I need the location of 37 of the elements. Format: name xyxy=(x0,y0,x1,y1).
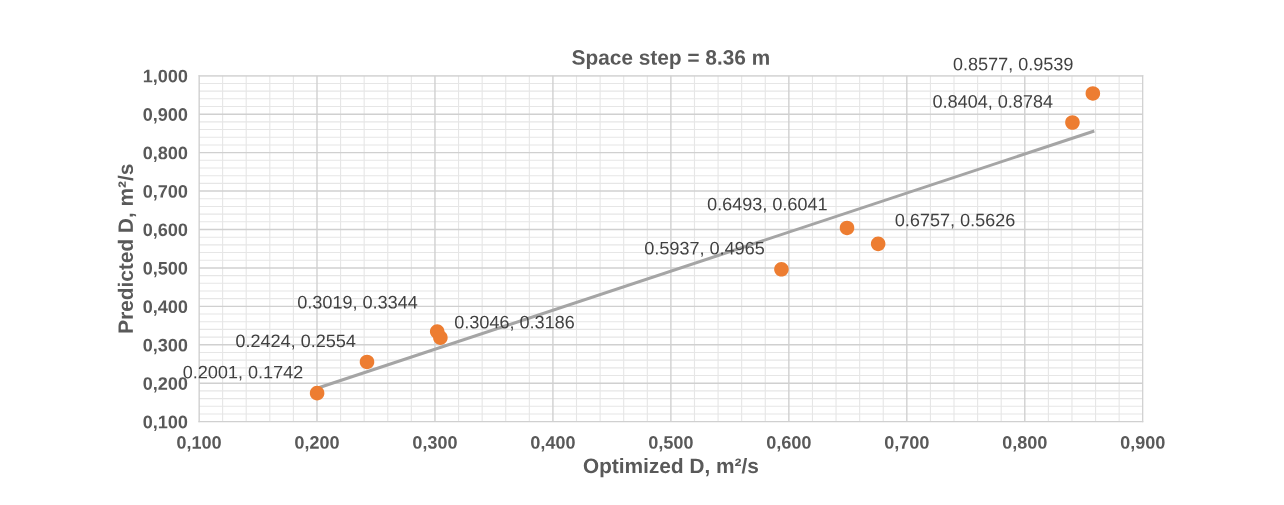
x-tick-label: 0,500 xyxy=(649,436,693,452)
point xyxy=(839,220,855,236)
data-label: 0.5937, 0.4965 xyxy=(644,241,765,257)
data-label: 0.8577, 0.9539 xyxy=(953,57,1073,73)
x-tick-label: 0,700 xyxy=(884,436,929,452)
y-tick-label: 0,900 xyxy=(143,108,188,124)
y-tick-label: 1,000 xyxy=(143,69,188,86)
point xyxy=(870,236,886,252)
point xyxy=(1085,86,1101,101)
point xyxy=(774,261,789,277)
y-tick-label: 0,600 xyxy=(143,223,188,239)
point xyxy=(309,385,325,401)
point xyxy=(359,354,375,370)
x-tick-label: 0,300 xyxy=(413,436,457,452)
data-label: 0.6757, 0.5626 xyxy=(895,213,1015,229)
y-tick-label: 0,700 xyxy=(143,184,188,201)
point xyxy=(433,330,448,345)
x-axis-title: Optimized D, m²/s xyxy=(583,457,759,478)
y-tick-label: 0,800 xyxy=(143,146,188,162)
data-label: 0.3019, 0.3344 xyxy=(297,295,418,311)
x-tick-label: 0,800 xyxy=(1002,436,1047,452)
data-label: 0.6493, 0.6041 xyxy=(707,197,827,213)
y-tick-label: 0,300 xyxy=(143,338,188,355)
x-tick-label: 0,600 xyxy=(766,436,811,452)
data-label: 0.2424, 0.2554 xyxy=(236,334,356,350)
y-tick-label: 0,100 xyxy=(143,415,188,432)
y-tick-label: 0,400 xyxy=(143,300,188,316)
y-tick-label: 0,500 xyxy=(143,261,188,278)
x-tick-label: 0,200 xyxy=(295,436,339,452)
x-tick-label: 0,400 xyxy=(531,436,575,452)
point xyxy=(1065,115,1080,130)
x-tick-label: 0,100 xyxy=(177,436,221,452)
chart-title: Space step = 8.36 m xyxy=(572,50,769,69)
data-label: 0.8404, 0.8784 xyxy=(933,95,1053,110)
x-tick-label: 0,900 xyxy=(1120,436,1165,452)
data-label: 0.3046, 0.3186 xyxy=(454,315,574,331)
y-axis-title: Predicted D, m²/s xyxy=(117,164,137,333)
